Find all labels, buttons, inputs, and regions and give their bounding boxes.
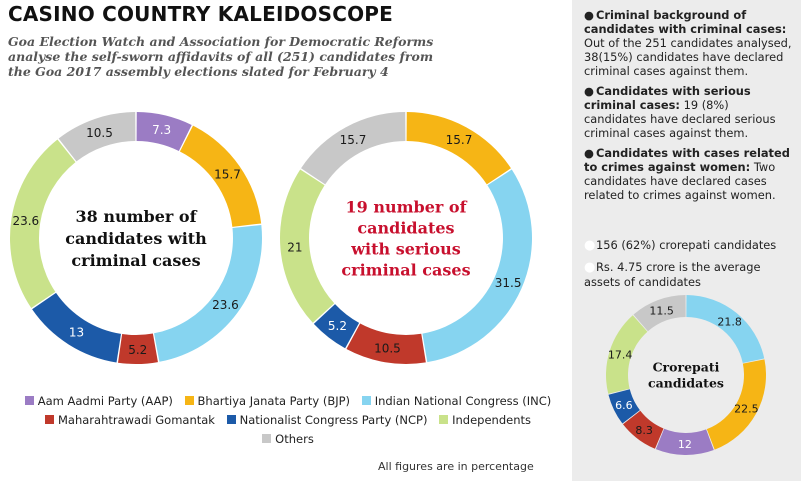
slice-label-bjp: 22.5 <box>734 402 759 415</box>
slice-bjp <box>179 125 262 227</box>
fact-text: Two candidates have declared cases relat… <box>584 160 776 202</box>
legend-label: Nationalist Congress Party (NCP) <box>239 413 428 427</box>
slice-label-others: 15.7 <box>340 133 367 147</box>
bullet-icon: ● <box>584 146 594 160</box>
legend-label: Maharahtrawadi Gomantak <box>58 413 215 427</box>
slice-label-bjp: 15.7 <box>214 168 241 182</box>
legend-swatch <box>361 396 371 405</box>
page-subtitle: Goa Election Watch and Association for D… <box>8 34 434 79</box>
slice-inc <box>686 295 765 363</box>
slice-label-others: 11.5 <box>649 304 674 317</box>
slice-label-inc: 31.5 <box>495 276 522 290</box>
average-assets-text: Rs. 4.75 crore is the average assets of … <box>584 260 761 289</box>
legend-swatch <box>262 434 272 443</box>
bullet-icon: ● <box>584 84 594 98</box>
legend-item-aap: Aam Aadmi Party (AAP) <box>24 394 173 408</box>
sidebar-facts: ● Criminal background of candidates with … <box>584 8 794 208</box>
slice-inc <box>154 224 262 362</box>
slice-label-mgp: 10.5 <box>374 341 401 355</box>
legend-swatch <box>24 396 34 405</box>
slice-others <box>301 112 406 185</box>
footnote: All figures are in percentage <box>378 460 534 473</box>
slice-ncp <box>32 292 121 363</box>
fact-text: 19 (8%) candidates have declared serious… <box>584 98 776 140</box>
slice-independents <box>606 315 648 394</box>
slice-ncp <box>608 389 640 424</box>
slice-mgp <box>118 333 158 364</box>
fact-criminal-background: ● Criminal background of candidates with … <box>584 8 794 78</box>
crorepati-count-line: ●156 (62%) crorepati candidates <box>584 238 794 253</box>
slice-label-bjp: 15.7 <box>446 133 473 147</box>
slice-label-independents: 21 <box>287 240 302 254</box>
fact-lead: Candidates with cases related to crimes … <box>584 146 790 174</box>
slice-bjp <box>706 359 766 450</box>
slice-ncp <box>313 304 360 349</box>
fact-lead: Criminal background of candidates with c… <box>584 8 787 36</box>
slice-label-others: 10.5 <box>86 126 113 140</box>
slice-label-ncp: 5.2 <box>328 319 347 333</box>
slice-aap <box>136 112 192 151</box>
slice-label-mgp: 5.2 <box>128 343 147 357</box>
fact-lead: Candidates with serious criminal cases: <box>584 84 751 112</box>
donut-center-label: 38 number of candidates with criminal case… <box>65 207 207 270</box>
legend-item-independents: Independents <box>439 413 531 427</box>
legend-swatch <box>184 396 194 405</box>
bullet-icon: ● <box>584 260 596 275</box>
slice-label-independents: 17.4 <box>608 348 633 361</box>
slice-label-inc: 21.8 <box>717 315 742 328</box>
slice-label-ncp: 13 <box>69 326 84 340</box>
fact-text: Out of the 251 candidates analysed, 38(1… <box>584 36 792 78</box>
slice-independents <box>280 169 335 323</box>
legend-label: Indian National Congress (INC) <box>374 394 552 408</box>
slice-mgp <box>622 410 664 449</box>
legend-swatch <box>226 415 236 424</box>
average-assets-line: ●Rs. 4.75 crore is the average assets of… <box>584 260 794 289</box>
crorepati-count-text: 156 (62%) crorepati candidates <box>596 238 777 252</box>
legend-item-others: Others <box>262 432 314 446</box>
slice-others <box>633 295 686 332</box>
donut-criminal-cases: 7.3 15.7 23.6 5.2 13 23.6 10.5 38 number of cand… <box>9 112 262 364</box>
legend-label: Bhartiya Janata Party (BJP) <box>197 394 351 408</box>
slice-independents <box>9 139 76 309</box>
fact-crimes-against-women: ● Candidates with cases related to crimes… <box>584 146 794 202</box>
slice-label-inc: 23.6 <box>212 298 239 312</box>
legend-item-bjp: Bhartiya Janata Party (BJP) <box>184 394 351 408</box>
slice-label-ncp: 6.6 <box>615 399 633 412</box>
legend-label: Others <box>275 432 314 446</box>
legend-swatch <box>439 415 449 424</box>
legend-item-ncp: Nationalist Congress Party (NCP) <box>226 413 428 427</box>
donut-serious-criminal-cases: 15.7 31.5 10.5 5.2 21 15.7 19 number of candida… <box>280 112 532 364</box>
page-title: CASINO COUNTRY KALEIDOSCOPE <box>8 2 393 26</box>
legend-item-inc: Indian National Congress (INC) <box>361 394 552 408</box>
fact-serious-criminal: ● Candidates with serious criminal cases:… <box>584 84 794 140</box>
slice-label-aap: 7.3 <box>152 123 171 137</box>
bullet-icon: ● <box>584 238 596 253</box>
legend-label: Independents <box>452 413 531 427</box>
slice-label-mgp: 8.3 <box>635 424 653 437</box>
slice-mgp <box>346 323 426 364</box>
slice-others <box>58 112 136 162</box>
slice-bjp <box>406 112 511 185</box>
slice-aap <box>655 428 714 456</box>
slice-label-aap: 12 <box>678 438 692 451</box>
donut-center-label: Crorepati candidates <box>648 360 724 391</box>
legend-item-mgp: Maharahtrawadi Gomantak <box>45 413 215 427</box>
slice-inc <box>422 169 532 363</box>
legend-label: Aam Aadmi Party (AAP) <box>37 394 173 408</box>
donut-crorepati: 21.8 22.5 12 8.36.6 17.4 11.5 Crorepati candida… <box>606 295 766 456</box>
chart-legend: Aam Aadmi Party (AAP) Bhartiya Janata Pa… <box>14 392 562 449</box>
legend-swatch <box>45 415 54 424</box>
donut-center-label: 19 number of candidates with serious crimin… <box>341 197 470 279</box>
slice-label-independents: 23.6 <box>12 214 39 228</box>
sidebar-panel <box>572 0 801 481</box>
bullet-icon: ● <box>584 8 594 22</box>
